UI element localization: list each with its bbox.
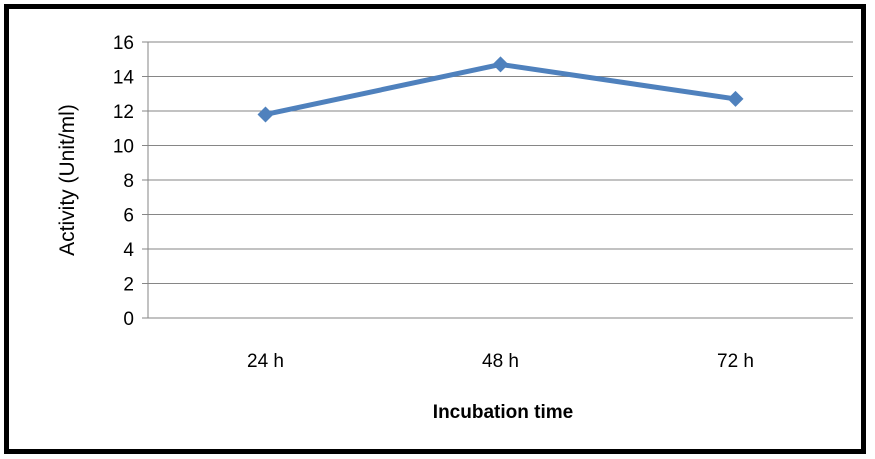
y-tick-label: 6 [123, 206, 134, 227]
x-tick-label: 48 h [482, 351, 519, 372]
x-tick-label: 72 h [717, 351, 754, 372]
y-tick-label: 2 [123, 275, 134, 296]
series-group [257, 56, 744, 123]
y-axis-tick-labels: 0 2 4 6 8 10 12 14 16 [113, 33, 135, 330]
y-tick-label: 10 [113, 137, 134, 158]
y-tick-label: 16 [113, 33, 134, 54]
y-tick-label: 12 [113, 102, 134, 123]
x-axis-tick-labels: 24 h 48 h 72 h [247, 351, 754, 372]
y-tick-label: 8 [123, 171, 134, 192]
y-tick-label: 4 [123, 240, 134, 261]
y-tick-label: 0 [123, 309, 134, 330]
x-axis-title: Incubation time [433, 402, 573, 423]
y-axis-title: Activity (Unit/ml) [56, 104, 79, 256]
y-tick-label: 14 [113, 68, 135, 89]
data-point-marker [257, 106, 274, 123]
gridlines [142, 41, 853, 319]
x-tick-label: 24 h [247, 351, 284, 372]
data-point-marker [492, 56, 509, 73]
data-point-marker [727, 90, 744, 107]
